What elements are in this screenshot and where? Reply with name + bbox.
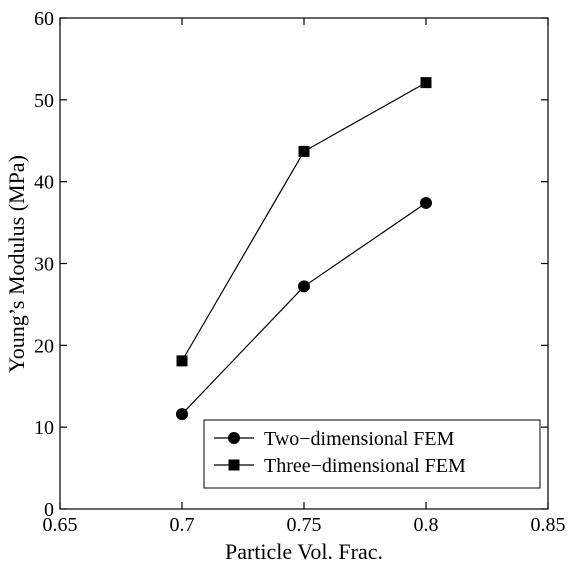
legend-marker-square	[228, 459, 240, 471]
y-tick-label: 20	[34, 335, 54, 357]
y-tick-label: 50	[34, 90, 54, 112]
data-point-square	[176, 355, 188, 367]
y-tick-label: 10	[34, 417, 54, 439]
legend-marker-circle	[228, 432, 240, 444]
y-tick-label: 60	[34, 8, 54, 30]
axis-ticks: 0.65 0.7 0.75 0.8 0.85 0 10 20 30 40 50 60	[34, 8, 566, 536]
y-tick-label: 30	[34, 254, 54, 276]
y-axis-title: Young’s Modulus (MPa)	[4, 155, 29, 373]
x-tick-label: 0.8	[414, 514, 439, 536]
data-point-square	[420, 77, 432, 89]
legend-label-2: Three−dimensional FEM	[264, 455, 466, 477]
data-series	[176, 77, 432, 421]
data-point-square	[298, 145, 310, 157]
x-tick-label: 0.75	[287, 514, 322, 536]
x-tick-label: 0.65	[43, 514, 78, 536]
legend: Two−dimensional FEM Three−dimensional FEM	[203, 419, 541, 489]
x-axis-title: Particle Vol. Frac.	[225, 539, 383, 564]
y-tick-label: 0	[44, 499, 54, 521]
x-tick-label: 0.7	[170, 514, 195, 536]
data-point-circle	[298, 280, 310, 293]
legend-label-1: Two−dimensional FEM	[264, 428, 455, 450]
legend-box	[203, 419, 541, 489]
data-point-circle	[176, 408, 188, 421]
y-tick-label: 40	[34, 172, 54, 194]
data-point-circle	[420, 196, 432, 209]
x-tick-label: 0.85	[531, 514, 566, 536]
